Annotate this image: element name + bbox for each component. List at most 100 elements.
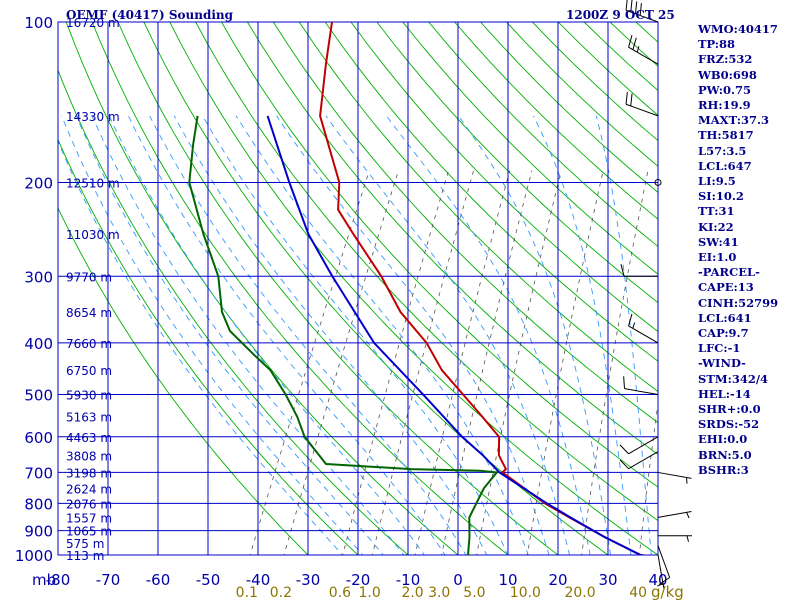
barb-flag bbox=[625, 0, 628, 11]
barb-staff bbox=[625, 9, 659, 23]
moist-adiabats bbox=[58, 115, 652, 555]
barb-flag bbox=[630, 93, 633, 106]
mixing-ratio-labels: 0.1 0.2 0.6 1.0 2.0 3.0 5.0 10.0 20.0 40 bbox=[236, 585, 647, 600]
barb-staff bbox=[628, 451, 659, 470]
wind-barb bbox=[620, 264, 658, 277]
height-label: 8654 m bbox=[66, 306, 112, 320]
wind-barb bbox=[628, 313, 659, 344]
sounding-datetime: 1200Z 9 OCT 25 bbox=[566, 8, 675, 22]
barb-flag bbox=[628, 313, 633, 327]
index-item: FRZ:532 bbox=[698, 52, 753, 67]
barb-staff bbox=[657, 510, 692, 518]
index-item: TP:88 bbox=[698, 37, 736, 52]
height-label: 9770 m bbox=[66, 270, 112, 284]
dry-adiabat bbox=[58, 207, 309, 555]
wind-barb bbox=[657, 471, 692, 484]
pressure-axis-labels: 100 200 300 400 500 600 700 800 900 1000 bbox=[15, 14, 53, 565]
parcel-profile bbox=[266, 115, 648, 555]
temperature-tick-label: -80 bbox=[46, 571, 71, 589]
mixing-ratio-line bbox=[441, 170, 533, 555]
height-label: 6750 m bbox=[66, 364, 112, 378]
mixing-ratio-line bbox=[526, 170, 604, 555]
index-item: SW:41 bbox=[698, 234, 739, 249]
index-item: RH:19.9 bbox=[698, 98, 751, 113]
height-labels: 16720 m 14330 m 12510 m 11030 m 9770 m 8654 m… bbox=[66, 16, 120, 563]
index-item: SRDS:-52 bbox=[698, 417, 760, 432]
mixing-ratio-line bbox=[414, 170, 511, 555]
mixing-ratio-line bbox=[342, 170, 449, 555]
indices-panel: WMO:40417 TP:88 FRZ:532 WB0:698 PW:0.75 RH:19… bbox=[698, 22, 778, 478]
index-item: PW:0.75 bbox=[698, 82, 752, 97]
profiles bbox=[188, 22, 649, 555]
height-label: 3198 m bbox=[66, 466, 112, 480]
height-label: 4463 m bbox=[66, 431, 112, 445]
index-item: LCL:647 bbox=[698, 158, 752, 173]
barb-half-flag bbox=[686, 535, 689, 542]
dry-adiabat bbox=[402, 22, 658, 275]
height-label: 2624 m bbox=[66, 482, 112, 496]
temperature-tick-label: 20 bbox=[548, 571, 567, 589]
barb-staff bbox=[628, 325, 659, 344]
pressure-tick-label: 400 bbox=[24, 335, 53, 353]
index-item: SI:10.2 bbox=[698, 189, 744, 204]
height-label: 12510 m bbox=[66, 176, 120, 190]
dry-adiabat bbox=[169, 22, 658, 555]
mixing-ratio-line bbox=[249, 170, 370, 555]
barb-half-flag bbox=[632, 322, 636, 329]
index-item: LFC:-1 bbox=[698, 341, 741, 356]
dry-adiabat bbox=[298, 22, 658, 393]
height-label: 113 m bbox=[66, 549, 104, 563]
index-item: WMO:40417 bbox=[698, 22, 778, 36]
dry-adiabat bbox=[324, 22, 658, 362]
mixing-ratio-tick-label: 20.0 bbox=[564, 585, 595, 600]
temperature-tick-label: -20 bbox=[346, 571, 371, 589]
wind-barb bbox=[625, 0, 659, 23]
wind-barb bbox=[628, 35, 659, 65]
barb-half-flag bbox=[686, 512, 690, 519]
grid bbox=[57, 21, 659, 556]
barb-flag bbox=[623, 376, 626, 389]
index-item: BRN:5.0 bbox=[698, 447, 752, 462]
dry-adiabat bbox=[272, 22, 658, 424]
temperature-tick-label: 30 bbox=[598, 571, 617, 589]
pressure-tick-label: 700 bbox=[24, 464, 53, 482]
barb-flag bbox=[625, 91, 628, 105]
mixing-ratio-tick-label: 0.6 bbox=[329, 585, 351, 600]
barb-flag bbox=[619, 444, 629, 455]
wind-barb bbox=[623, 376, 659, 396]
moist-adiabat bbox=[75, 115, 384, 555]
pressure-tick-label: 500 bbox=[24, 387, 53, 405]
dry-adiabat bbox=[195, 22, 658, 522]
temperature-tick-label: -50 bbox=[196, 571, 221, 589]
index-item: SHR+:0.0 bbox=[698, 402, 761, 417]
barb-flag bbox=[620, 264, 625, 277]
mixing-ratio-tick-label: 5.0 bbox=[463, 585, 485, 600]
pressure-tick-label: 800 bbox=[24, 495, 53, 513]
moist-adiabat bbox=[276, 115, 550, 555]
wind-barb bbox=[625, 91, 659, 117]
temperature-tick-label: -10 bbox=[396, 571, 421, 589]
pressure-tick-label: 100 bbox=[24, 14, 53, 32]
index-item: L57:3.5 bbox=[698, 143, 747, 158]
mixing-ratio-tick-label: 0.2 bbox=[270, 585, 292, 600]
height-label: 575 m bbox=[66, 537, 104, 551]
dry-adiabat bbox=[58, 138, 359, 555]
height-label: 16720 m bbox=[66, 16, 120, 30]
moist-adiabat bbox=[91, 115, 405, 555]
index-item: LI:9.5 bbox=[698, 174, 736, 189]
index-item: CAPE:13 bbox=[698, 280, 754, 295]
index-item: TT:31 bbox=[698, 204, 735, 219]
mixing-ratio-tick-label: 0.1 bbox=[236, 585, 258, 600]
calm-circle bbox=[654, 178, 662, 186]
mixing-ratio-unit-label: g/kg bbox=[651, 583, 684, 600]
height-label: 7660 m bbox=[66, 337, 112, 351]
height-label: 5930 m bbox=[66, 389, 112, 403]
height-label: 14330 m bbox=[66, 110, 120, 124]
temperature-tick-label: 0 bbox=[453, 571, 463, 589]
dewpoint-profile bbox=[188, 115, 499, 555]
wind-barbs bbox=[619, 0, 692, 589]
wind-barb bbox=[619, 436, 659, 455]
dry-adiabat bbox=[221, 22, 658, 488]
barb-staff bbox=[657, 554, 665, 589]
